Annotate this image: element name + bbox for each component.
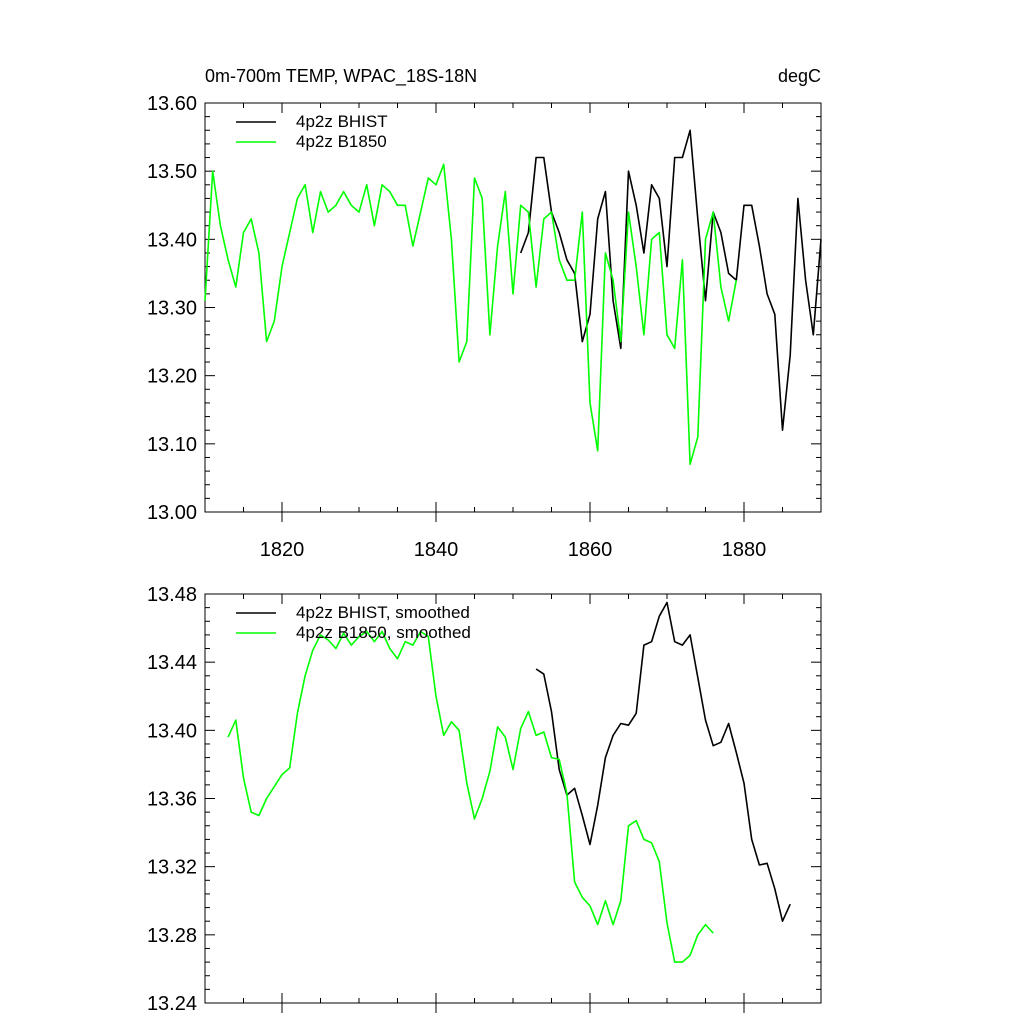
series-line-2 — [204, 163, 738, 466]
legend-label: 4p2z BHIST — [296, 112, 388, 131]
y-tick-label: 13.44 — [147, 652, 197, 674]
x-tick-label: 1840 — [414, 539, 459, 561]
units-label: degC — [778, 66, 821, 86]
series-line-2 — [227, 630, 714, 963]
x-tick-label: 1820 — [260, 539, 305, 561]
y-tick-label: 13.00 — [147, 502, 197, 524]
y-tick-label: 13.10 — [147, 434, 197, 456]
y-tick-label: 13.20 — [147, 366, 197, 388]
plot-frame — [204, 102, 822, 513]
top-panel: 13.00 13.10 13.20 13.30 13.40 13.50 13.60 1820 1… — [147, 93, 822, 561]
plot-frame — [204, 593, 822, 1004]
y-tick-label: 13.40 — [147, 229, 197, 251]
series-line-1 — [519, 129, 822, 432]
y-tick-label: 13.60 — [147, 93, 197, 115]
y-tick-label: 13.36 — [147, 789, 197, 811]
y-tick-label: 13.24 — [147, 993, 197, 1015]
bottom-panel: 13.24 13.28 13.32 13.36 13.40 13.44 13.48 4p2z … — [147, 584, 822, 1015]
y-tick-label: 13.40 — [147, 720, 197, 742]
y-tick-label: 13.30 — [147, 298, 197, 320]
y-tick-label: 13.48 — [147, 584, 197, 606]
series-line-1 — [535, 601, 791, 923]
x-tick-label: 1860 — [568, 539, 613, 561]
x-tick-label: 1880 — [722, 539, 767, 561]
y-tick-label: 13.32 — [147, 857, 197, 879]
legend-label: 4p2z BHIST, smoothed — [296, 603, 470, 622]
legend-label: 4p2z B1850 — [296, 132, 387, 151]
plot-title: 0m-700m TEMP, WPAC_18S-18N — [205, 66, 477, 87]
y-tick-label: 13.50 — [147, 161, 197, 183]
legend-label: 4p2z B1850, smoothed — [296, 623, 471, 642]
y-tick-label: 13.28 — [147, 925, 197, 947]
